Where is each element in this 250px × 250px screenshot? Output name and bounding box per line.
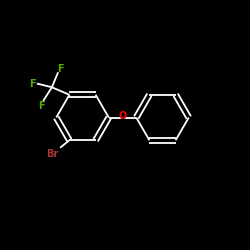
Text: F: F — [38, 100, 45, 110]
Text: O: O — [118, 111, 126, 121]
Text: F: F — [57, 64, 64, 74]
Text: Br: Br — [46, 149, 58, 159]
Text: F: F — [29, 78, 36, 88]
